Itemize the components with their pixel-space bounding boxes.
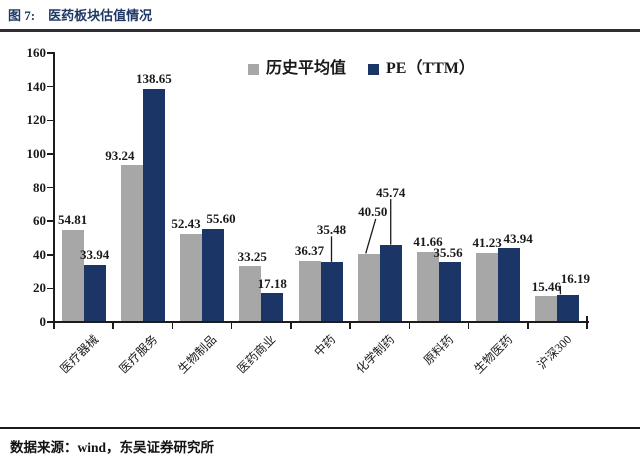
- legend-label-pe-ttm: PE（TTM）: [386, 60, 475, 77]
- x-axis-tick: [349, 322, 351, 329]
- data-label: 41.66: [413, 234, 443, 250]
- data-label: 17.18: [257, 275, 287, 291]
- y-axis-tick: [47, 153, 54, 155]
- y-axis-tick: [47, 52, 54, 54]
- data-label: 15.46: [531, 278, 561, 294]
- data-label: 35.56: [433, 244, 463, 260]
- bar: [498, 248, 521, 322]
- y-axis-tick-label: 100: [26, 145, 47, 161]
- bar: [379, 245, 402, 322]
- title-divider-line: [0, 29, 640, 32]
- x-axis-tick: [527, 322, 529, 329]
- bar: [320, 262, 343, 322]
- chart-legend: 历史平均值 PE（TTM）: [248, 60, 475, 78]
- y-axis-tick-label: 160: [26, 45, 47, 60]
- bar: [120, 165, 143, 322]
- y-axis-tick: [47, 85, 54, 88]
- bar: [535, 296, 558, 322]
- bar: [357, 253, 380, 322]
- footer-divider-line: [0, 427, 640, 429]
- x-axis-tick: [171, 322, 174, 329]
- x-axis-tick: [290, 322, 292, 329]
- legend-swatch-pe-ttm: [368, 63, 380, 75]
- x-axis-tick: [53, 322, 55, 329]
- y-axis-tick: [47, 287, 54, 290]
- x-axis-tick: [230, 322, 233, 329]
- bar: [557, 294, 580, 322]
- data-label: 33.94: [79, 247, 110, 263]
- legend-item-history-average: 历史平均值: [248, 60, 346, 78]
- bar: [261, 293, 284, 322]
- data-label-leader-line: [365, 218, 377, 254]
- y-axis-tick: [47, 119, 54, 121]
- bar: [180, 233, 203, 322]
- bar: [476, 252, 499, 322]
- figure-title-text: 医药板块估值情况: [48, 8, 153, 23]
- bar: [239, 266, 262, 322]
- bar: [298, 260, 321, 322]
- data-source-note: 数据来源：wind，东吴证券研究所: [10, 440, 215, 455]
- data-label: 45.74: [376, 184, 406, 200]
- bar: [202, 228, 225, 322]
- data-label: 40.50: [358, 204, 388, 220]
- y-axis-tick: [47, 186, 54, 189]
- x-axis-tick: [586, 316, 588, 329]
- bar: [83, 264, 106, 322]
- y-axis-tick: [47, 321, 54, 323]
- bar: [438, 262, 461, 322]
- y-axis-tick-label: 40: [33, 246, 46, 262]
- legend-swatch-history-average: [248, 63, 259, 75]
- x-axis-tick: [408, 322, 411, 329]
- bar: [416, 251, 439, 322]
- data-label: 35.48: [316, 221, 347, 237]
- data-label: 138.65: [135, 71, 172, 87]
- data-label: 43.94: [503, 230, 533, 246]
- bar: [142, 88, 165, 322]
- data-label: 52.43: [171, 216, 201, 232]
- figure-title: 图 7: 医药板块估值情况: [8, 5, 152, 24]
- data-label: 16.19: [560, 271, 590, 287]
- y-axis-tick: [47, 220, 54, 222]
- x-axis-tick: [112, 322, 114, 329]
- x-axis-tick: [467, 322, 470, 329]
- data-label: 54.81: [57, 212, 88, 228]
- x-axis-line: [52, 321, 589, 323]
- legend-item-pe-ttm: PE（TTM）: [368, 60, 475, 78]
- y-axis-tick-label: 20: [33, 280, 46, 296]
- y-axis-tick-label: 140: [26, 78, 47, 94]
- y-axis-tick-label: 0: [39, 314, 47, 329]
- legend-label-history-average: 历史平均值: [266, 60, 347, 77]
- data-label: 33.25: [237, 248, 267, 264]
- y-axis-tick-label: 120: [26, 112, 47, 128]
- y-axis-tick: [47, 254, 54, 256]
- data-label: 55.60: [206, 211, 236, 227]
- data-label: 41.23: [472, 235, 502, 251]
- y-axis-tick-label: 60: [33, 213, 46, 229]
- data-label: 93.24: [105, 147, 135, 163]
- bar: [61, 229, 84, 322]
- data-label: 36.37: [294, 243, 325, 259]
- figure-number-label: 图 7:: [8, 8, 36, 23]
- y-axis-tick-label: 80: [33, 179, 46, 195]
